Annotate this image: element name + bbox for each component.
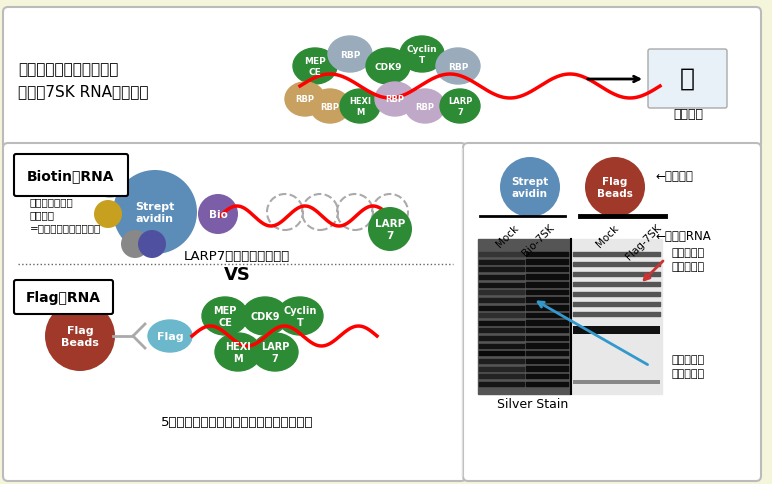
Text: RBP: RBP	[415, 102, 435, 111]
Text: Strept
avidin: Strept avidin	[511, 177, 549, 198]
Circle shape	[585, 158, 645, 217]
Ellipse shape	[400, 37, 444, 73]
Text: CDK9: CDK9	[250, 311, 279, 321]
Bar	[478, 240, 570, 394]
Ellipse shape	[202, 297, 248, 335]
Ellipse shape	[366, 49, 410, 85]
Circle shape	[94, 200, 122, 228]
FancyBboxPatch shape	[463, 144, 761, 481]
Text: Bio: Bio	[208, 210, 228, 220]
Text: 5種類すべてのタンパク質の同定に成功！: 5種類すべてのタンパク質の同定に成功！	[161, 416, 313, 429]
Text: MEP
CE: MEP CE	[213, 305, 237, 327]
Ellipse shape	[148, 320, 192, 352]
Text: Strept
avidin: Strept avidin	[135, 202, 174, 223]
Text: 🔬: 🔬	[679, 67, 695, 91]
Text: Cyclin
T: Cyclin T	[283, 305, 317, 327]
Text: RBP: RBP	[340, 50, 361, 60]
Text: RBP: RBP	[320, 102, 340, 111]
Text: LARP7のみの同定に成功: LARP7のみの同定に成功	[184, 250, 290, 263]
Text: Cyclin
T: Cyclin T	[407, 45, 437, 64]
Ellipse shape	[277, 297, 323, 335]
Text: Flag
Beads: Flag Beads	[61, 326, 99, 347]
Text: Flag
Beads: Flag Beads	[597, 177, 633, 198]
Text: ポジティブコントロール: ポジティブコントロール	[18, 62, 118, 77]
FancyBboxPatch shape	[648, 50, 727, 109]
Circle shape	[96, 171, 124, 198]
Text: 高いバック
グラウンド: 高いバック グラウンド	[672, 355, 705, 378]
Text: Flag-7SK: Flag-7SK	[624, 223, 663, 262]
Text: Bio-7SK: Bio-7SK	[520, 223, 556, 258]
Circle shape	[121, 230, 149, 258]
Ellipse shape	[375, 83, 415, 117]
Text: HEXI
M: HEXI M	[225, 342, 251, 363]
Text: RBP: RBP	[448, 62, 468, 71]
Ellipse shape	[328, 37, 372, 73]
Ellipse shape	[340, 90, 380, 124]
Text: として7SK RNAを用いた: として7SK RNAを用いた	[18, 84, 148, 99]
Text: 質量分析: 質量分析	[673, 108, 703, 121]
FancyBboxPatch shape	[14, 280, 113, 314]
Ellipse shape	[440, 90, 480, 124]
Ellipse shape	[293, 49, 337, 85]
Ellipse shape	[252, 333, 298, 371]
Circle shape	[368, 208, 412, 252]
Text: ←ベイトRNA: ←ベイトRNA	[655, 230, 711, 243]
Text: HEXI
M: HEXI M	[349, 97, 371, 117]
Text: RBP: RBP	[385, 95, 405, 104]
Circle shape	[198, 195, 238, 235]
Ellipse shape	[310, 90, 350, 124]
Text: LARP
7: LARP 7	[448, 97, 472, 117]
Text: Silver Stain: Silver Stain	[497, 398, 569, 410]
Ellipse shape	[285, 83, 325, 117]
FancyBboxPatch shape	[3, 144, 466, 481]
Text: CDK9: CDK9	[374, 62, 401, 71]
Ellipse shape	[405, 90, 445, 124]
Circle shape	[45, 302, 115, 371]
Text: LARP
7: LARP 7	[261, 342, 290, 363]
Text: MEP
CE: MEP CE	[304, 57, 326, 76]
Circle shape	[500, 158, 560, 217]
Ellipse shape	[242, 297, 288, 335]
FancyBboxPatch shape	[3, 8, 761, 150]
Ellipse shape	[215, 333, 261, 371]
Text: 低いバック
グラウンド: 低いバック グラウンド	[672, 248, 705, 271]
Text: RBP: RBP	[296, 95, 314, 104]
Text: Flag化RNA: Flag化RNA	[25, 290, 100, 304]
Circle shape	[113, 171, 197, 255]
Circle shape	[138, 230, 166, 258]
FancyBboxPatch shape	[14, 155, 128, 197]
Text: ←精製方法: ←精製方法	[655, 170, 693, 183]
Text: Flag: Flag	[157, 332, 183, 341]
Ellipse shape	[436, 49, 480, 85]
Text: Mock: Mock	[594, 223, 620, 249]
Bar	[572, 240, 662, 394]
Text: 多くのタンパク
質が結合
=高いバックグラウンド: 多くのタンパク 質が結合 =高いバックグラウンド	[30, 197, 101, 233]
Text: Mock: Mock	[494, 223, 520, 249]
Text: VS: VS	[224, 265, 250, 284]
Text: Biotin化RNA: Biotin化RNA	[27, 168, 115, 182]
Text: LARP
7: LARP 7	[375, 219, 405, 240]
